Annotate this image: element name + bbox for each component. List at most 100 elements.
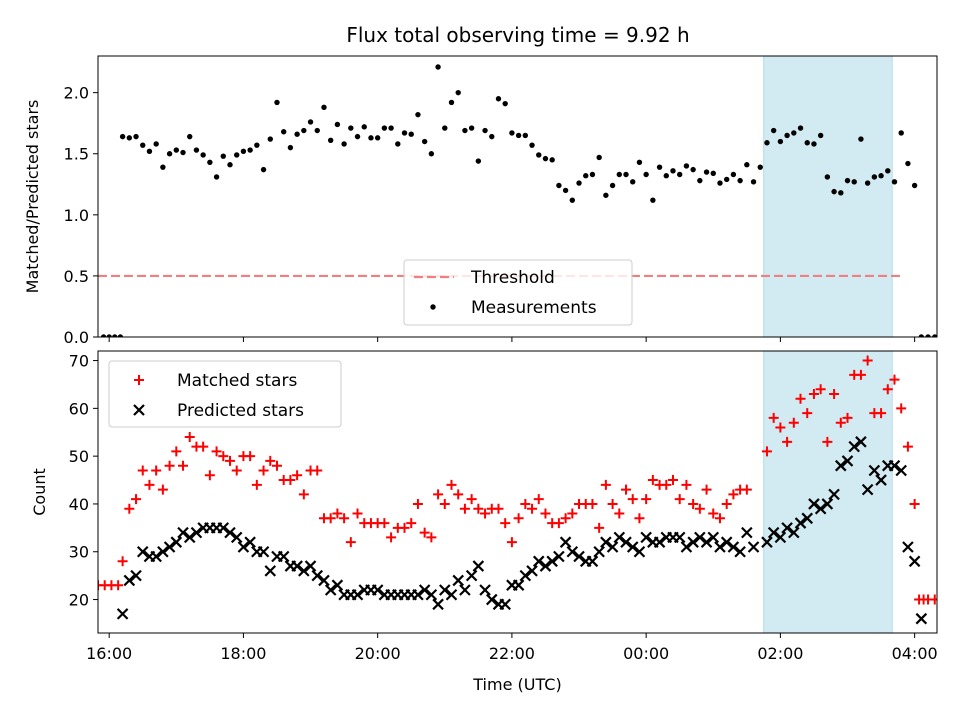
y-tick-label: 1.0: [64, 206, 89, 225]
predicted-stars-point: [814, 502, 827, 515]
predicted-stars-point: [902, 541, 914, 553]
predicted-stars-point: [532, 555, 545, 568]
predicted-stars-point: [727, 541, 740, 553]
matched-stars-point: [453, 489, 464, 500]
measurement-point: [415, 111, 421, 118]
matched-stars-point: [688, 498, 699, 509]
predicted-stars-point: [861, 483, 874, 496]
predicted-stars-point: [412, 588, 424, 601]
predicted-stars-point: [230, 531, 243, 544]
matched-stars-point: [271, 460, 282, 471]
measurement-point: [327, 137, 334, 143]
matched-stars-point: [741, 484, 752, 495]
matched-stars-point: [842, 412, 853, 423]
predicted-stars-point: [130, 569, 142, 582]
matched-stars-point: [198, 441, 209, 452]
measurement-point: [274, 99, 280, 106]
matched-stars-point: [782, 436, 793, 447]
matched-stars-point: [493, 503, 504, 514]
matched-stars-point: [419, 527, 430, 538]
matched-stars-point: [929, 594, 937, 605]
predicted-stars-point: [190, 526, 203, 539]
matched-stars-point: [728, 489, 739, 500]
matched-stars-point: [674, 494, 685, 505]
predicted-stars-point: [183, 531, 196, 544]
matched-stars-point: [761, 446, 772, 457]
measurement-point: [851, 179, 857, 185]
matched-stars-point: [439, 498, 450, 509]
measurement-point: [596, 154, 602, 161]
measurement-point: [180, 149, 186, 156]
measurement-point: [475, 158, 482, 164]
measurement-point: [703, 169, 710, 175]
matched-stars-point: [808, 389, 819, 400]
measurement-point: [260, 166, 267, 173]
predicted-stars-point: [150, 550, 162, 563]
matched-stars-point: [641, 494, 652, 505]
matched-stars-point: [855, 369, 866, 380]
measurement-point: [616, 171, 622, 178]
measurement-point: [119, 133, 126, 140]
predicted-stars-point: [465, 569, 478, 582]
measurement-point: [200, 152, 206, 158]
predicted-stars-point: [546, 555, 558, 568]
predicted-stars-point: [781, 522, 793, 534]
measurement-point: [871, 174, 878, 180]
predicted-stars-point: [318, 574, 330, 587]
matched-stars-point: [721, 498, 732, 509]
matched-stars-point: [225, 455, 236, 466]
predicted-stars-point: [673, 531, 686, 544]
predicted-stars-point: [519, 569, 532, 582]
predicted-stars-point: [788, 526, 800, 539]
measurement-point: [234, 152, 240, 158]
predicted-stars-point: [586, 555, 599, 568]
measurement-point: [817, 132, 824, 139]
measurement-point: [146, 148, 153, 154]
predicted-stars-point: [304, 560, 317, 572]
measurement-point: [213, 174, 220, 180]
measurement-point: [891, 179, 898, 185]
matched-stars-point: [527, 503, 538, 514]
matched-stars-point: [345, 537, 356, 548]
predicted-stars-point: [908, 555, 921, 568]
measurement-point: [314, 127, 320, 134]
measurement-point: [643, 171, 649, 178]
legend: Threshold Measurements: [403, 259, 633, 326]
predicted-stars-point: [425, 588, 438, 601]
predicted-stars-point: [714, 541, 726, 553]
predicted-stars-point: [526, 565, 538, 577]
measurement-point: [717, 180, 723, 186]
predicted-stars-point: [613, 531, 626, 544]
measurement-point: [100, 334, 107, 337]
matched-stars-point: [714, 513, 725, 524]
measurement-point: [630, 179, 636, 185]
measurement-point: [576, 180, 582, 186]
predicted-stars-point: [868, 464, 881, 477]
predicted-stars-point: [700, 536, 713, 548]
predicted-stars-point: [633, 545, 646, 558]
predicted-stars-point: [123, 574, 136, 587]
predicted-stars-point: [835, 459, 847, 472]
predicted-stars-point: [170, 536, 183, 548]
matched-stars-point: [661, 479, 672, 490]
matched-stars-point: [553, 518, 564, 529]
matched-stars-point: [171, 446, 182, 457]
predicted-stars-point: [855, 436, 867, 448]
measurement-point: [764, 140, 770, 146]
measurement-point: [838, 190, 844, 196]
measurement-point: [408, 131, 414, 137]
measurement-point: [583, 173, 589, 179]
matched-stars-point: [621, 484, 632, 495]
measurement-point: [656, 164, 663, 170]
top-panel: 0.0 0.5 1.0 1.5 2.0 Matched/Predicted stars Th…: [23, 55, 938, 347]
bottom-panel: 20 30 40 50 60 70 16:00 18:00 20:00 22:00 00:00 02:…: [30, 350, 938, 694]
plot-frame: [97, 55, 938, 338]
measurement-point: [368, 135, 374, 141]
measurement-point: [864, 180, 871, 186]
y-tick-label: 30: [69, 543, 89, 562]
x-tick-label: 20:00: [355, 644, 401, 663]
matched-stars-point: [667, 475, 678, 486]
measurement-point: [898, 130, 904, 136]
predicted-stars-point: [848, 440, 860, 453]
